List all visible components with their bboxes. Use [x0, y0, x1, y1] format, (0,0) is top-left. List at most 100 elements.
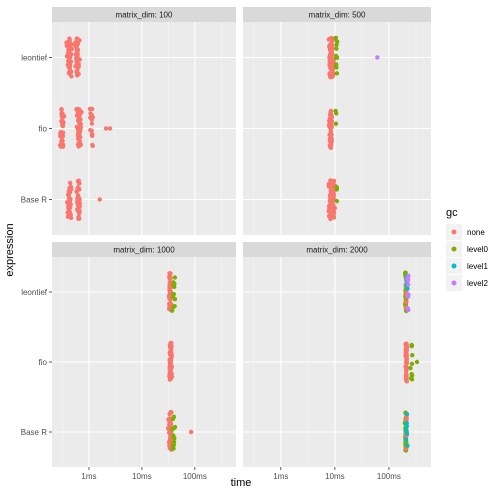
data-point — [328, 108, 334, 114]
data-point — [77, 107, 82, 112]
facet-panel: matrix_dim: 500 — [243, 7, 431, 235]
data-point — [328, 65, 333, 70]
data-point — [329, 195, 335, 200]
x-axis-title: time — [231, 477, 252, 489]
data-point — [68, 41, 73, 47]
data-point — [89, 121, 95, 126]
data-point — [403, 446, 408, 452]
data-point — [403, 354, 409, 360]
data-point — [59, 107, 64, 112]
data-point — [405, 443, 410, 448]
data-point — [409, 342, 414, 348]
x-tick-label: 10ms — [325, 472, 345, 481]
data-point — [375, 55, 380, 60]
facet-strip-label: matrix_dim: 2000 — [306, 246, 368, 255]
data-point — [60, 119, 66, 125]
data-point — [66, 206, 71, 211]
data-point — [87, 106, 93, 112]
data-point — [76, 117, 82, 123]
y-axis-title: expression — [4, 223, 16, 276]
data-point — [168, 341, 173, 346]
data-point — [330, 51, 335, 57]
data-point — [408, 365, 413, 371]
data-point — [172, 275, 178, 280]
data-point — [333, 108, 338, 114]
facet-panel: matrix_dim: 2000 — [243, 242, 431, 467]
data-point — [406, 307, 411, 313]
data-point — [76, 64, 81, 70]
data-point — [327, 116, 333, 121]
data-point — [103, 126, 109, 131]
data-point — [331, 58, 336, 63]
data-point — [67, 180, 73, 186]
legend-title: gc — [446, 207, 458, 219]
facet-strip-label: matrix_dim: 500 — [309, 11, 366, 20]
data-point — [188, 429, 194, 435]
data-point — [170, 294, 176, 299]
data-point — [404, 365, 409, 371]
data-point — [404, 416, 409, 422]
data-point — [404, 421, 409, 426]
data-point — [403, 299, 409, 305]
data-points — [326, 35, 380, 222]
data-point — [334, 39, 340, 44]
data-point — [60, 138, 65, 144]
data-point — [169, 308, 175, 313]
y-tick-label: Base R — [21, 428, 47, 437]
data-point — [69, 186, 74, 192]
data-point — [69, 74, 74, 79]
data-point — [77, 181, 82, 186]
data-points — [165, 271, 194, 452]
data-point — [414, 359, 420, 365]
facet-panels: matrix_dim: 100 matrix_dim: 500 matrix_dim… — [52, 7, 431, 467]
legend-label: none — [467, 228, 485, 237]
data-point — [77, 210, 82, 216]
data-point — [75, 41, 81, 47]
data-point — [88, 115, 94, 121]
facet-strip-label: matrix_dim: 100 — [116, 11, 173, 20]
data-point — [333, 35, 338, 41]
data-point — [168, 410, 173, 415]
data-point — [334, 46, 339, 51]
data-point — [59, 113, 64, 118]
data-point — [77, 126, 82, 132]
data-point — [172, 436, 177, 441]
facet-panel: matrix_dim: 1000 — [52, 242, 236, 467]
facet-strip — [243, 242, 431, 257]
data-point — [405, 278, 411, 283]
data-point — [331, 191, 336, 196]
data-point — [403, 270, 408, 275]
data-point — [67, 211, 73, 216]
data-point — [328, 112, 334, 117]
data-point — [168, 363, 174, 368]
data-point — [166, 417, 171, 422]
facet-strip — [243, 7, 431, 22]
data-point — [410, 352, 415, 358]
legend: gc none level0 level1 level2 — [446, 207, 488, 291]
data-point — [333, 53, 339, 59]
y-tick-label: fio — [39, 358, 48, 367]
legend-key — [451, 229, 457, 235]
data-point — [77, 132, 82, 137]
data-point — [327, 124, 332, 129]
y-tick-label: Base R — [21, 196, 47, 205]
legend-label: level2 — [467, 279, 488, 288]
data-point — [333, 121, 339, 126]
data-point — [90, 143, 95, 149]
x-tick-label: 100ms — [183, 472, 207, 481]
x-tick-label: 1ms — [81, 472, 96, 481]
data-point — [75, 53, 80, 58]
data-point — [403, 437, 409, 442]
x-tick-label: 1ms — [273, 472, 288, 481]
legend-key — [451, 263, 457, 269]
data-point — [328, 129, 333, 135]
data-point — [331, 210, 337, 215]
gridlines — [243, 257, 431, 467]
facet-strip — [52, 242, 236, 257]
data-point — [168, 352, 173, 357]
data-point — [89, 132, 94, 137]
data-point — [167, 276, 172, 281]
data-point — [168, 285, 173, 290]
data-point — [77, 57, 82, 62]
data-point — [328, 180, 334, 185]
